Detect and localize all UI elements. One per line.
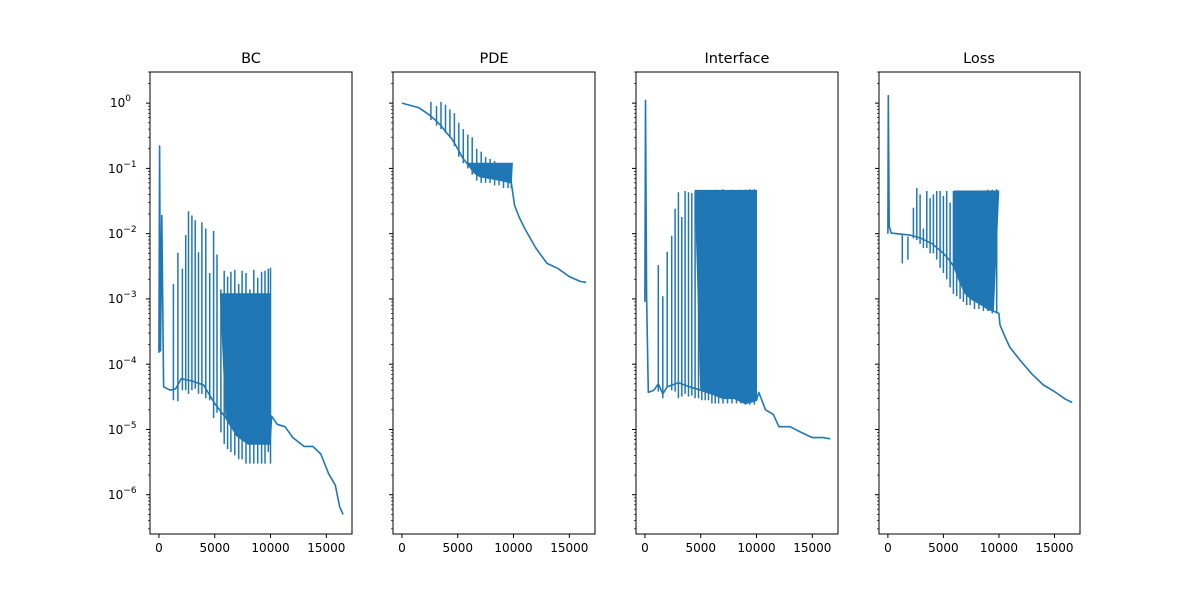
plot-area-loss	[887, 94, 1073, 404]
y-tick-exponent: −3	[123, 290, 136, 300]
y-tick-exponent: −2	[123, 225, 136, 235]
x-tick-label: 10000	[494, 541, 532, 555]
axes-frame-loss	[878, 71, 1081, 535]
x-axis-interface: 0 5000 10000 15000	[641, 534, 831, 555]
subplot-bc: BC 0 5000 10000 15000 100 10−1 10−2 10−3 10…	[108, 51, 353, 555]
x-tick-label: 5000	[199, 541, 230, 555]
x-axis-loss: 0 5000 10000 15000	[884, 534, 1074, 555]
x-tick-label: 0	[884, 541, 892, 555]
x-tick-label: 10000	[251, 541, 289, 555]
x-axis-bc: 0 5000 10000 15000	[155, 534, 345, 555]
series-line-loss	[887, 94, 1073, 404]
y-tick-exponent: −5	[123, 421, 136, 431]
axes-frame-interface	[635, 71, 839, 535]
x-tick-label: 5000	[442, 541, 473, 555]
x-tick-label: 5000	[928, 541, 959, 555]
subplot-interface: Interface 0 5000 10000 15000	[632, 51, 839, 555]
subplot-loss: Loss 0 5000 10000 15000	[875, 51, 1081, 555]
y-tick-exponent: −4	[123, 356, 137, 366]
subplot-title-interface: Interface	[705, 51, 770, 67]
y-tick-exponent: 0	[125, 94, 131, 104]
y-axis-loss	[875, 71, 879, 530]
x-tick-label: 0	[641, 541, 649, 555]
x-tick-label: 10000	[737, 541, 775, 555]
axes-frame-bc	[149, 71, 353, 535]
x-tick-label: 5000	[685, 541, 716, 555]
plot-area-bc	[158, 145, 344, 515]
oscillation-band-interface	[694, 189, 757, 405]
subplot-title-pde: PDE	[479, 51, 508, 67]
x-tick-label: 15000	[550, 541, 588, 555]
y-axis-interface	[632, 71, 636, 530]
x-tick-label: 15000	[307, 541, 345, 555]
x-tick-label: 0	[398, 541, 406, 555]
y-tick-exponent: −6	[123, 486, 137, 496]
x-tick-label: 0	[155, 541, 163, 555]
series-line-pde	[401, 102, 587, 284]
y-tick-exponent: −1	[123, 160, 136, 170]
axes-frame-pde	[392, 71, 596, 535]
subplot-title-loss: Loss	[963, 51, 995, 67]
x-axis-pde: 0 5000 10000 15000	[398, 534, 588, 555]
y-axis-pde	[389, 71, 393, 530]
subplot-pde: PDE 0 5000 10000 15000	[389, 51, 596, 555]
series-line-interface	[644, 99, 831, 440]
subplot-title-bc: BC	[241, 51, 261, 67]
plot-area-pde	[401, 101, 587, 284]
x-tick-label: 15000	[1035, 541, 1073, 555]
series-line-bc	[158, 145, 344, 515]
plot-area-interface	[644, 99, 831, 440]
x-tick-label: 10000	[980, 541, 1018, 555]
x-tick-label: 15000	[793, 541, 831, 555]
